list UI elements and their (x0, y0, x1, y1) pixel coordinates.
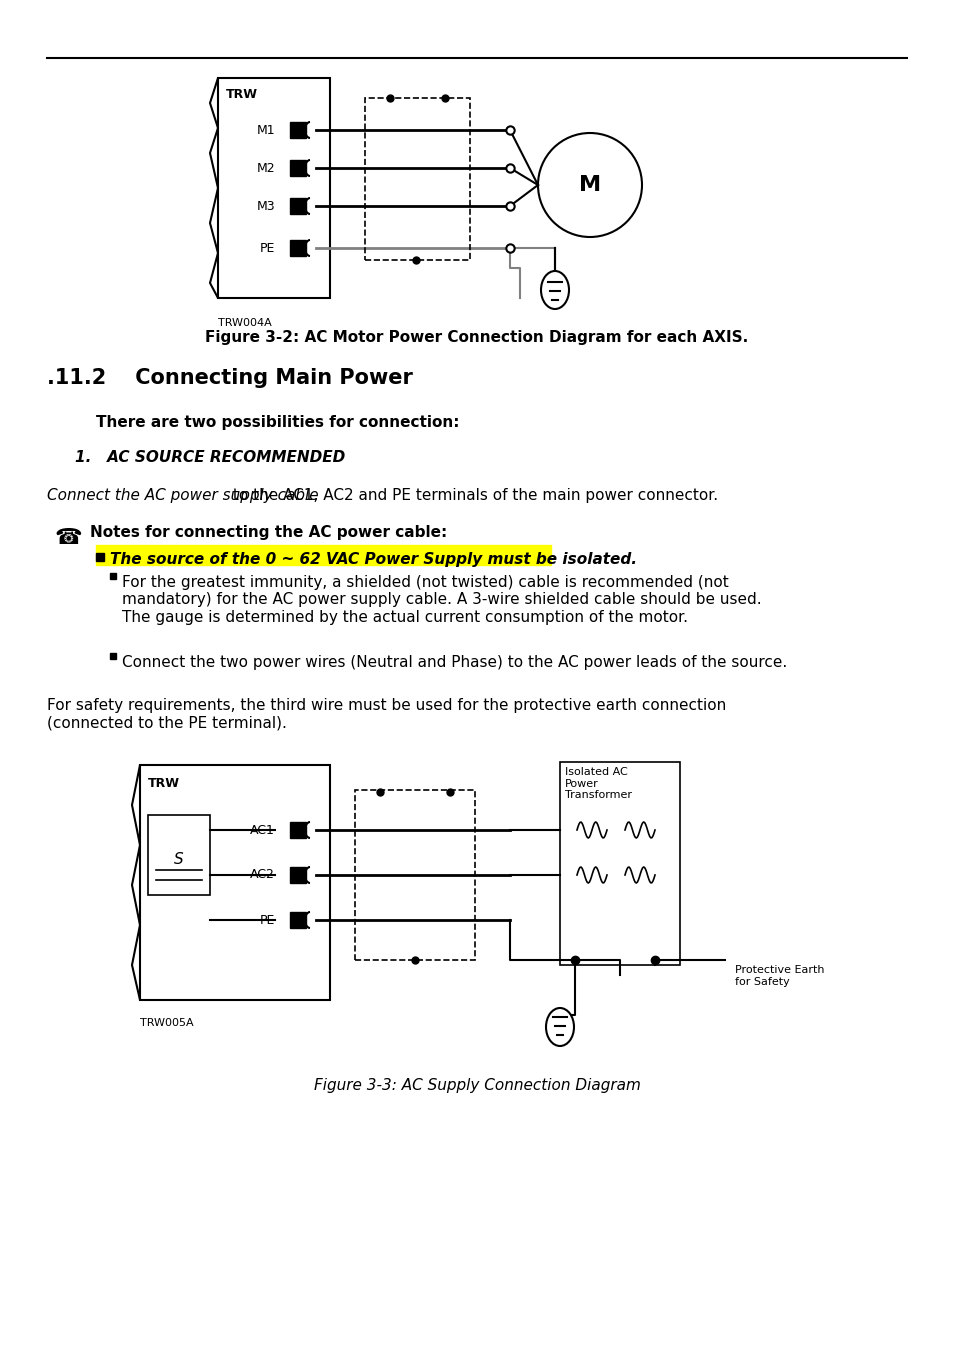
Ellipse shape (540, 271, 568, 309)
Text: TRW: TRW (148, 778, 180, 790)
Text: Isolated AC
Power
Transformer: Isolated AC Power Transformer (564, 767, 631, 801)
Bar (140, 765, 330, 1000)
Text: AC1: AC1 (250, 824, 274, 837)
Text: AC2: AC2 (250, 868, 274, 882)
Text: TRW005A: TRW005A (140, 1018, 193, 1027)
Text: M: M (578, 176, 600, 194)
Text: TRW: TRW (226, 88, 257, 101)
Text: TRW004A: TRW004A (218, 319, 272, 328)
Text: Figure 3-2: AC Motor Power Connection Diagram for each AXIS.: Figure 3-2: AC Motor Power Connection Di… (205, 329, 748, 346)
Bar (290, 198, 306, 215)
Bar (96, 554, 104, 562)
Bar (355, 790, 475, 960)
Text: M1: M1 (256, 123, 274, 136)
Text: ☎: ☎ (54, 528, 82, 548)
Bar (290, 913, 306, 927)
Bar (148, 815, 210, 895)
Text: The source of the 0 ~ 62 VAC Power Supply must be isolated.: The source of the 0 ~ 62 VAC Power Suppl… (110, 552, 637, 567)
Text: There are two possibilities for connection:: There are two possibilities for connecti… (75, 414, 459, 431)
Text: 1.   AC SOURCE RECOMMENDED: 1. AC SOURCE RECOMMENDED (75, 450, 345, 464)
Text: S: S (174, 852, 184, 868)
Text: M3: M3 (256, 200, 274, 212)
Circle shape (537, 134, 641, 238)
Text: For safety requirements, the third wire must be used for the protective earth co: For safety requirements, the third wire … (47, 698, 725, 730)
Text: .11.2    Connecting Main Power: .11.2 Connecting Main Power (47, 369, 413, 387)
Text: Connect the AC power supply cable: Connect the AC power supply cable (47, 487, 318, 504)
Text: Figure 3-3: AC Supply Connection Diagram: Figure 3-3: AC Supply Connection Diagram (314, 1079, 639, 1094)
Bar (96, 545, 551, 566)
Text: Notes for connecting the AC power cable:: Notes for connecting the AC power cable: (90, 525, 447, 540)
Text: M2: M2 (256, 162, 274, 174)
Bar (218, 78, 330, 298)
Text: PE: PE (259, 914, 274, 926)
Bar (290, 161, 306, 176)
Bar (365, 99, 470, 261)
Bar (110, 653, 116, 659)
Text: PE: PE (259, 242, 274, 255)
Bar (290, 822, 306, 838)
Bar (290, 122, 306, 138)
Text: Connect the two power wires (Neutral and Phase) to the AC power leads of the sou: Connect the two power wires (Neutral and… (122, 655, 786, 670)
Text: to the AC1, AC2 and PE terminals of the main power connector.: to the AC1, AC2 and PE terminals of the … (229, 487, 718, 504)
Ellipse shape (545, 1008, 574, 1046)
Bar (110, 572, 116, 579)
Text: For the greatest immunity, a shielded (not twisted) cable is recommended (not
ma: For the greatest immunity, a shielded (n… (122, 575, 760, 625)
Bar (290, 867, 306, 883)
Bar (290, 240, 306, 256)
Text: Protective Earth
for Safety: Protective Earth for Safety (734, 965, 823, 987)
Bar (559, 761, 679, 965)
